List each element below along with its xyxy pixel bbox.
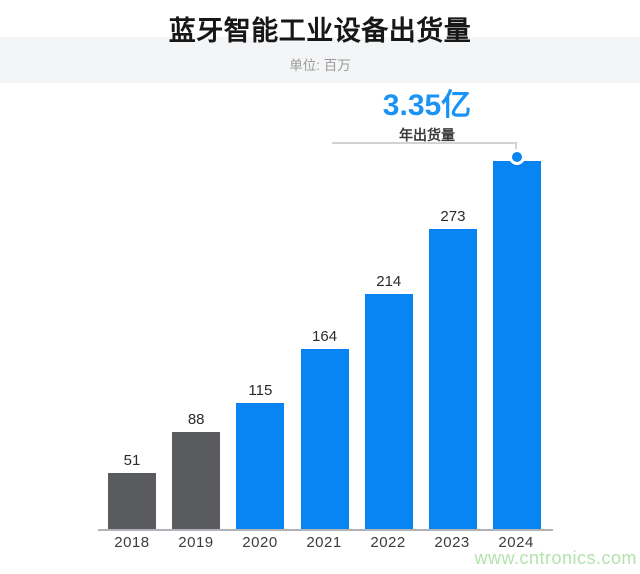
bar-2020 bbox=[236, 402, 285, 529]
header-background-band bbox=[0, 37, 640, 83]
bar-2022 bbox=[364, 293, 413, 529]
watermark-text: www.cntronics.com bbox=[474, 548, 637, 568]
bar-column-2023: 273 bbox=[428, 207, 477, 529]
x-axis-line bbox=[98, 529, 553, 531]
bar-2024 bbox=[493, 149, 542, 529]
chart-title: 蓝牙智能工业设备出货量 bbox=[168, 16, 472, 46]
bar-column-2022: 214 bbox=[364, 272, 413, 529]
x-axis-labels: 2018 2019 2020 2021 2022 2023 2024 bbox=[108, 534, 540, 551]
x-axis-label-2019: 2019 bbox=[178, 534, 214, 551]
x-axis-label-2020: 2020 bbox=[242, 534, 278, 551]
bar-column-2021: 164 bbox=[300, 327, 349, 529]
annotation-leader-line bbox=[332, 142, 517, 150]
x-axis-label-2024: 2024 bbox=[498, 534, 534, 551]
bar-value-label-2021: 164 bbox=[312, 327, 338, 345]
bar-value-label-2019: 88 bbox=[187, 411, 205, 429]
bar-2021 bbox=[300, 348, 349, 529]
peak-annotation: 3.35亿 年出货量 bbox=[327, 88, 527, 144]
bar-2019 bbox=[172, 432, 221, 529]
x-axis-label-2022: 2022 bbox=[370, 534, 406, 551]
bar-2023 bbox=[428, 228, 477, 529]
chart-unit-subtitle: 单位: 百万 bbox=[289, 58, 351, 73]
bar-column-2024 bbox=[493, 149, 542, 529]
bar-value-label-2023: 273 bbox=[440, 207, 466, 225]
bar-value-label-2022: 214 bbox=[376, 272, 402, 290]
peak-annotation-value: 3.35亿 bbox=[382, 89, 472, 122]
peak-marker-dot-icon bbox=[509, 149, 526, 165]
bar-2018 bbox=[108, 472, 156, 529]
bar-value-label-2020: 115 bbox=[248, 381, 273, 399]
peak-annotation-label: 年出货量 bbox=[399, 127, 455, 143]
bar-column-2020: 115 bbox=[236, 381, 285, 529]
x-axis-label-2021: 2021 bbox=[306, 534, 342, 551]
bar-column-2019: 88 bbox=[172, 411, 221, 529]
bar-column-2018: 51 bbox=[108, 452, 156, 529]
x-axis-label-2023: 2023 bbox=[434, 534, 470, 551]
bar-value-label-2018: 51 bbox=[123, 451, 141, 469]
bars-plot-area: 51 88 115 164 214 273 bbox=[108, 0, 542, 529]
x-axis-label-2018: 2018 bbox=[114, 534, 150, 551]
